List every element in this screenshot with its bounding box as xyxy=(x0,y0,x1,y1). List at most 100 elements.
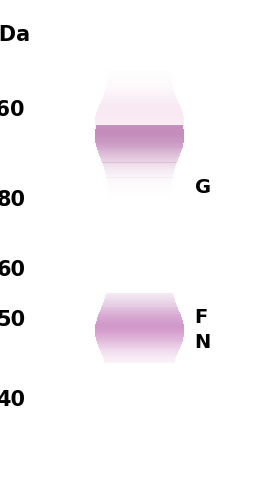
Bar xyxy=(103,303,176,304)
Bar xyxy=(97,110,182,112)
Bar xyxy=(97,318,182,319)
Bar xyxy=(104,167,175,168)
Bar xyxy=(102,162,177,164)
Bar xyxy=(108,70,171,71)
Bar xyxy=(95,130,184,132)
Bar xyxy=(103,356,176,357)
Bar xyxy=(98,152,181,153)
Bar xyxy=(101,158,178,159)
Bar xyxy=(95,140,184,141)
Bar xyxy=(106,86,173,87)
Bar xyxy=(107,184,172,185)
Bar xyxy=(103,96,176,97)
Bar xyxy=(101,101,178,102)
Bar xyxy=(96,127,183,128)
Bar xyxy=(95,116,184,117)
Bar xyxy=(107,79,172,80)
Bar xyxy=(95,333,184,334)
Bar xyxy=(103,164,176,166)
Text: 60: 60 xyxy=(0,260,26,280)
Bar xyxy=(98,109,182,110)
Bar xyxy=(95,124,184,125)
Bar xyxy=(96,322,183,323)
Bar xyxy=(106,176,173,178)
Bar xyxy=(95,325,184,326)
Bar xyxy=(103,358,176,359)
Bar xyxy=(96,128,183,130)
Bar xyxy=(101,352,178,353)
Bar xyxy=(98,106,181,108)
Bar xyxy=(100,310,179,311)
Bar xyxy=(95,114,184,116)
Text: 160: 160 xyxy=(0,100,26,120)
Bar xyxy=(98,316,181,317)
Bar xyxy=(98,317,182,318)
Bar xyxy=(95,326,184,328)
Bar xyxy=(104,360,175,362)
Bar xyxy=(98,151,181,152)
Bar xyxy=(106,87,173,88)
Bar xyxy=(105,91,174,92)
Bar xyxy=(108,74,171,75)
Bar xyxy=(96,320,183,322)
Bar xyxy=(107,181,172,182)
Bar xyxy=(108,186,172,187)
Bar xyxy=(95,329,184,330)
Bar xyxy=(108,187,172,188)
Bar xyxy=(96,339,183,340)
Bar xyxy=(108,194,171,196)
Bar xyxy=(95,127,184,128)
Bar xyxy=(103,97,176,98)
Bar xyxy=(104,298,175,300)
Text: 80: 80 xyxy=(0,190,26,210)
Bar xyxy=(97,340,183,342)
Bar xyxy=(107,180,172,181)
Bar xyxy=(95,142,184,143)
Bar xyxy=(99,153,180,154)
Bar xyxy=(95,128,184,130)
Bar xyxy=(102,160,177,162)
Bar xyxy=(103,95,176,96)
Bar xyxy=(96,338,183,339)
Bar xyxy=(107,183,172,184)
Bar xyxy=(102,354,177,356)
Bar xyxy=(104,359,175,360)
Bar xyxy=(106,174,173,176)
Bar xyxy=(98,314,181,316)
Bar xyxy=(104,94,175,95)
Bar xyxy=(99,347,180,348)
Bar xyxy=(95,334,184,336)
Bar xyxy=(95,139,184,140)
Bar xyxy=(95,141,184,142)
Bar xyxy=(105,173,174,174)
Bar xyxy=(100,348,179,350)
Bar xyxy=(98,343,182,344)
Bar xyxy=(98,344,181,345)
Bar xyxy=(95,136,184,137)
Bar xyxy=(104,92,175,93)
Bar xyxy=(95,122,184,123)
Bar xyxy=(100,311,179,312)
Bar xyxy=(100,155,179,156)
Text: G: G xyxy=(195,178,211,197)
Bar xyxy=(95,128,184,129)
Bar xyxy=(97,342,182,343)
Bar xyxy=(108,198,171,199)
Bar xyxy=(108,188,172,189)
Bar xyxy=(108,72,171,74)
Text: 40: 40 xyxy=(0,390,26,410)
Bar xyxy=(95,125,184,126)
Bar xyxy=(95,137,184,138)
Bar xyxy=(108,190,171,192)
Bar xyxy=(106,294,173,295)
Bar xyxy=(96,130,183,131)
Bar xyxy=(95,117,184,118)
Bar xyxy=(95,126,184,127)
Bar xyxy=(104,301,175,302)
Bar xyxy=(101,351,178,352)
Bar xyxy=(96,113,183,114)
Bar xyxy=(95,337,184,338)
Bar xyxy=(96,112,183,113)
Bar xyxy=(99,312,180,314)
Bar xyxy=(104,166,175,167)
